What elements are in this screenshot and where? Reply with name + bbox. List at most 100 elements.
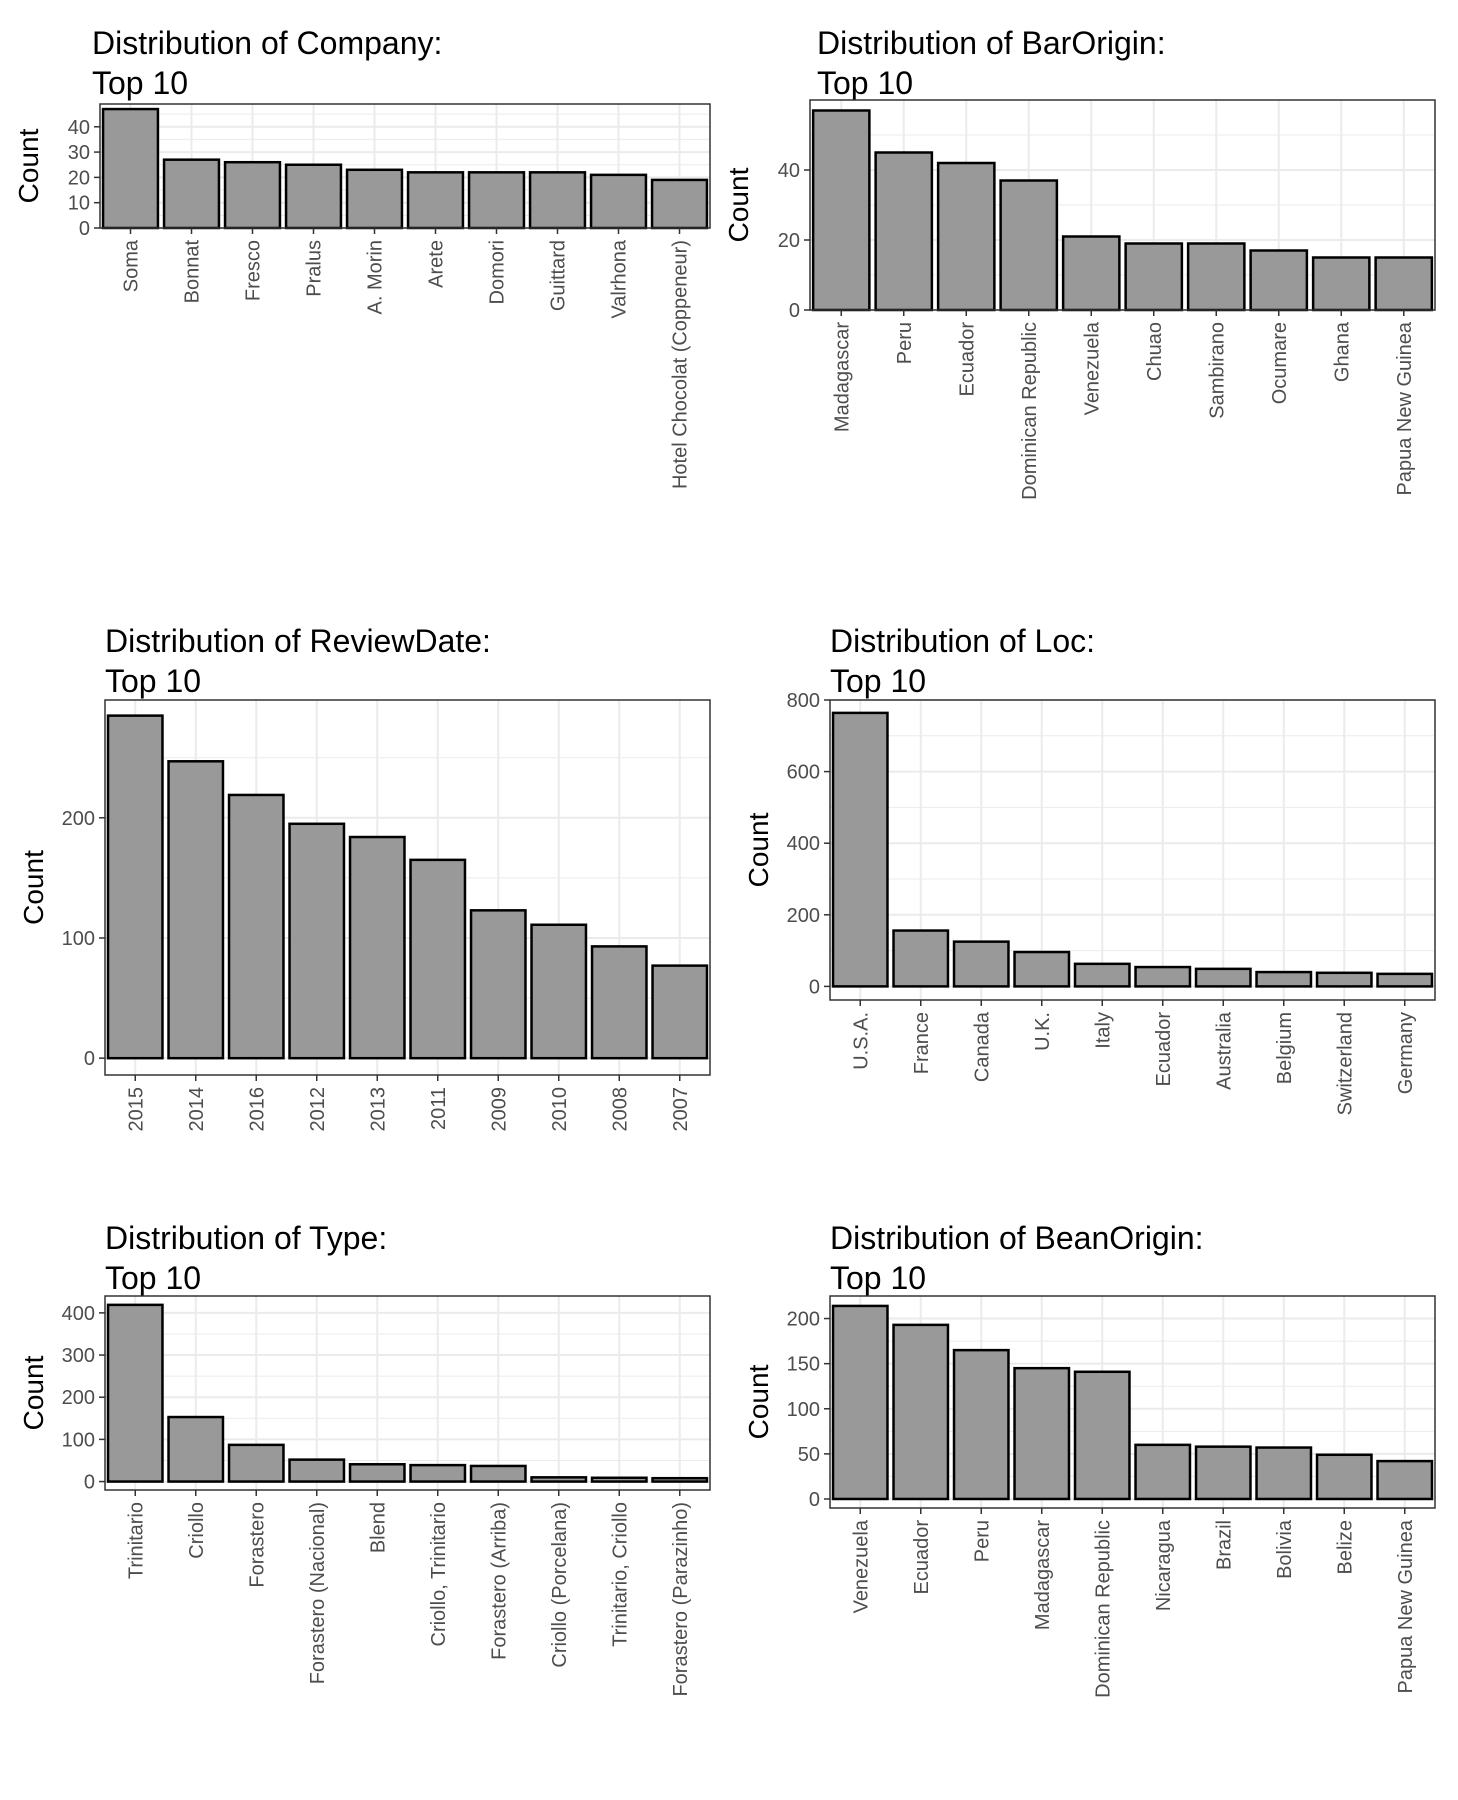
x-tick-label: Brazil <box>1213 1520 1235 1570</box>
x-tick-label: Venezuela <box>1081 321 1103 415</box>
chart-company: Distribution of Company: Top 10 0 10 20 30 40 C… <box>13 25 711 489</box>
bar <box>167 1415 225 1483</box>
bar <box>1013 1366 1071 1501</box>
chart-loc: Distribution of Loc: Top 10 0 200 400 600 800 C… <box>743 623 1436 1115</box>
x-tick-label: Ecuador <box>1153 1012 1175 1087</box>
x-tick-label: Bonnat <box>182 240 204 304</box>
y-axis-label: Count <box>743 1364 774 1439</box>
panel-border <box>829 699 1436 1001</box>
x-tick-label: Forastero <box>246 1502 268 1588</box>
x-tick-label: Chuao <box>1144 322 1166 381</box>
x-tick-label: 2009 <box>488 1087 510 1132</box>
y-tick-label: 200 <box>62 1387 95 1409</box>
bar <box>1061 235 1121 312</box>
x-tick-label: Trinitario <box>125 1502 147 1579</box>
y-tick-label: 150 <box>787 1354 820 1376</box>
chart-title-line: Top 10 <box>830 1260 926 1296</box>
y-axis-label: Count <box>18 1355 49 1430</box>
bar <box>467 171 526 230</box>
y-tick-label: 0 <box>79 218 90 240</box>
bar <box>892 929 950 988</box>
y-tick-label: 200 <box>62 808 95 830</box>
x-tick-label: Nicaragua <box>1153 1519 1175 1611</box>
chart-title-line: Top 10 <box>817 65 913 101</box>
bar <box>590 1476 648 1483</box>
bar <box>952 1348 1010 1501</box>
bar <box>101 107 160 230</box>
chart-title-line: Distribution of Loc: <box>830 623 1095 659</box>
x-tick-label: Switzerland <box>1334 1012 1356 1115</box>
y-tick-label: 400 <box>62 1303 95 1325</box>
x-tick-label: Italy <box>1092 1012 1114 1049</box>
bar <box>650 178 709 230</box>
chart-title-line: Distribution of Company: <box>92 25 442 61</box>
x-tick-label: 2012 <box>307 1087 329 1132</box>
x-tick-label: Fresco <box>243 240 265 301</box>
x-tick-label: Criollo (Porcelana) <box>549 1502 571 1668</box>
x-tick-label: Peru <box>894 322 916 364</box>
bar <box>1311 256 1371 312</box>
chart-title-line: Distribution of BarOrigin: <box>817 25 1166 61</box>
x-tick-label: U.K. <box>1032 1012 1054 1051</box>
x-tick-label: Criollo, Trinitario <box>428 1502 450 1646</box>
chart-title-line: Top 10 <box>105 1260 201 1296</box>
chart-title-line: Distribution of BeanOrigin: <box>830 1220 1204 1256</box>
chart-beanorigin: Distribution of BeanOrigin: Top 10 0 50 100 1… <box>743 1220 1436 1698</box>
x-tick-label: France <box>911 1012 933 1074</box>
x-tick-label: Papua New Guinea <box>1394 321 1416 495</box>
chart-title-line: Top 10 <box>830 663 926 699</box>
x-tick-label: Pralus <box>304 240 326 297</box>
bar <box>348 1463 406 1483</box>
bar <box>1194 967 1252 988</box>
bar <box>1255 970 1313 988</box>
x-tick-label: Ecuador <box>956 322 978 397</box>
y-tick-label: 0 <box>84 1048 95 1070</box>
y-tick-label: 100 <box>62 1429 95 1451</box>
y-tick-label: 50 <box>798 1444 820 1466</box>
x-tick-label: Germany <box>1395 1012 1417 1094</box>
bar <box>167 760 225 1060</box>
chart-title-line: Top 10 <box>105 663 201 699</box>
bar <box>811 109 871 312</box>
bar <box>651 964 709 1060</box>
x-tick-label: U.S.A. <box>850 1012 872 1070</box>
bar <box>162 158 221 230</box>
y-tick-label: 0 <box>789 300 800 322</box>
bar <box>1073 1370 1131 1501</box>
x-tick-label: Papua New Guinea <box>1395 1519 1417 1693</box>
bar <box>1124 242 1184 312</box>
chart-barorigin: Distribution of BarOrigin: Top 10 0 20 40 Cou… <box>723 25 1436 500</box>
x-tick-label: 2007 <box>670 1087 692 1132</box>
x-tick-label: Criollo <box>186 1502 208 1559</box>
bar <box>1376 972 1434 988</box>
y-tick-label: 400 <box>787 833 820 855</box>
bar <box>831 711 889 988</box>
chart-type: Distribution of Type: Top 10 0 100 200 300 400… <box>18 1220 711 1697</box>
bar <box>936 161 996 312</box>
bar <box>348 835 406 1060</box>
y-tick-label: 0 <box>809 976 820 998</box>
panel-border <box>809 99 1436 311</box>
bar <box>1073 962 1131 988</box>
bar <box>223 160 282 230</box>
bar <box>409 1463 467 1483</box>
bar <box>1255 1446 1313 1501</box>
bar <box>1194 1445 1252 1501</box>
chart-title-line: Top 10 <box>92 65 188 101</box>
bar <box>530 923 588 1060</box>
bar <box>1374 256 1434 312</box>
bar <box>227 793 285 1060</box>
x-tick-label: Dominican Republic <box>1092 1520 1114 1698</box>
bar <box>1134 1443 1192 1501</box>
y-tick-label: 800 <box>787 690 820 712</box>
bar <box>1315 1453 1373 1501</box>
bar <box>651 1476 709 1483</box>
y-axis-label: Count <box>18 850 49 925</box>
y-tick-label: 0 <box>84 1472 95 1494</box>
bar <box>528 171 587 230</box>
y-tick-label: 100 <box>62 928 95 950</box>
x-tick-label: Belgium <box>1274 1012 1296 1084</box>
bar <box>106 1303 164 1483</box>
x-tick-label: Madagascar <box>831 322 853 432</box>
panel-border <box>104 699 711 1076</box>
